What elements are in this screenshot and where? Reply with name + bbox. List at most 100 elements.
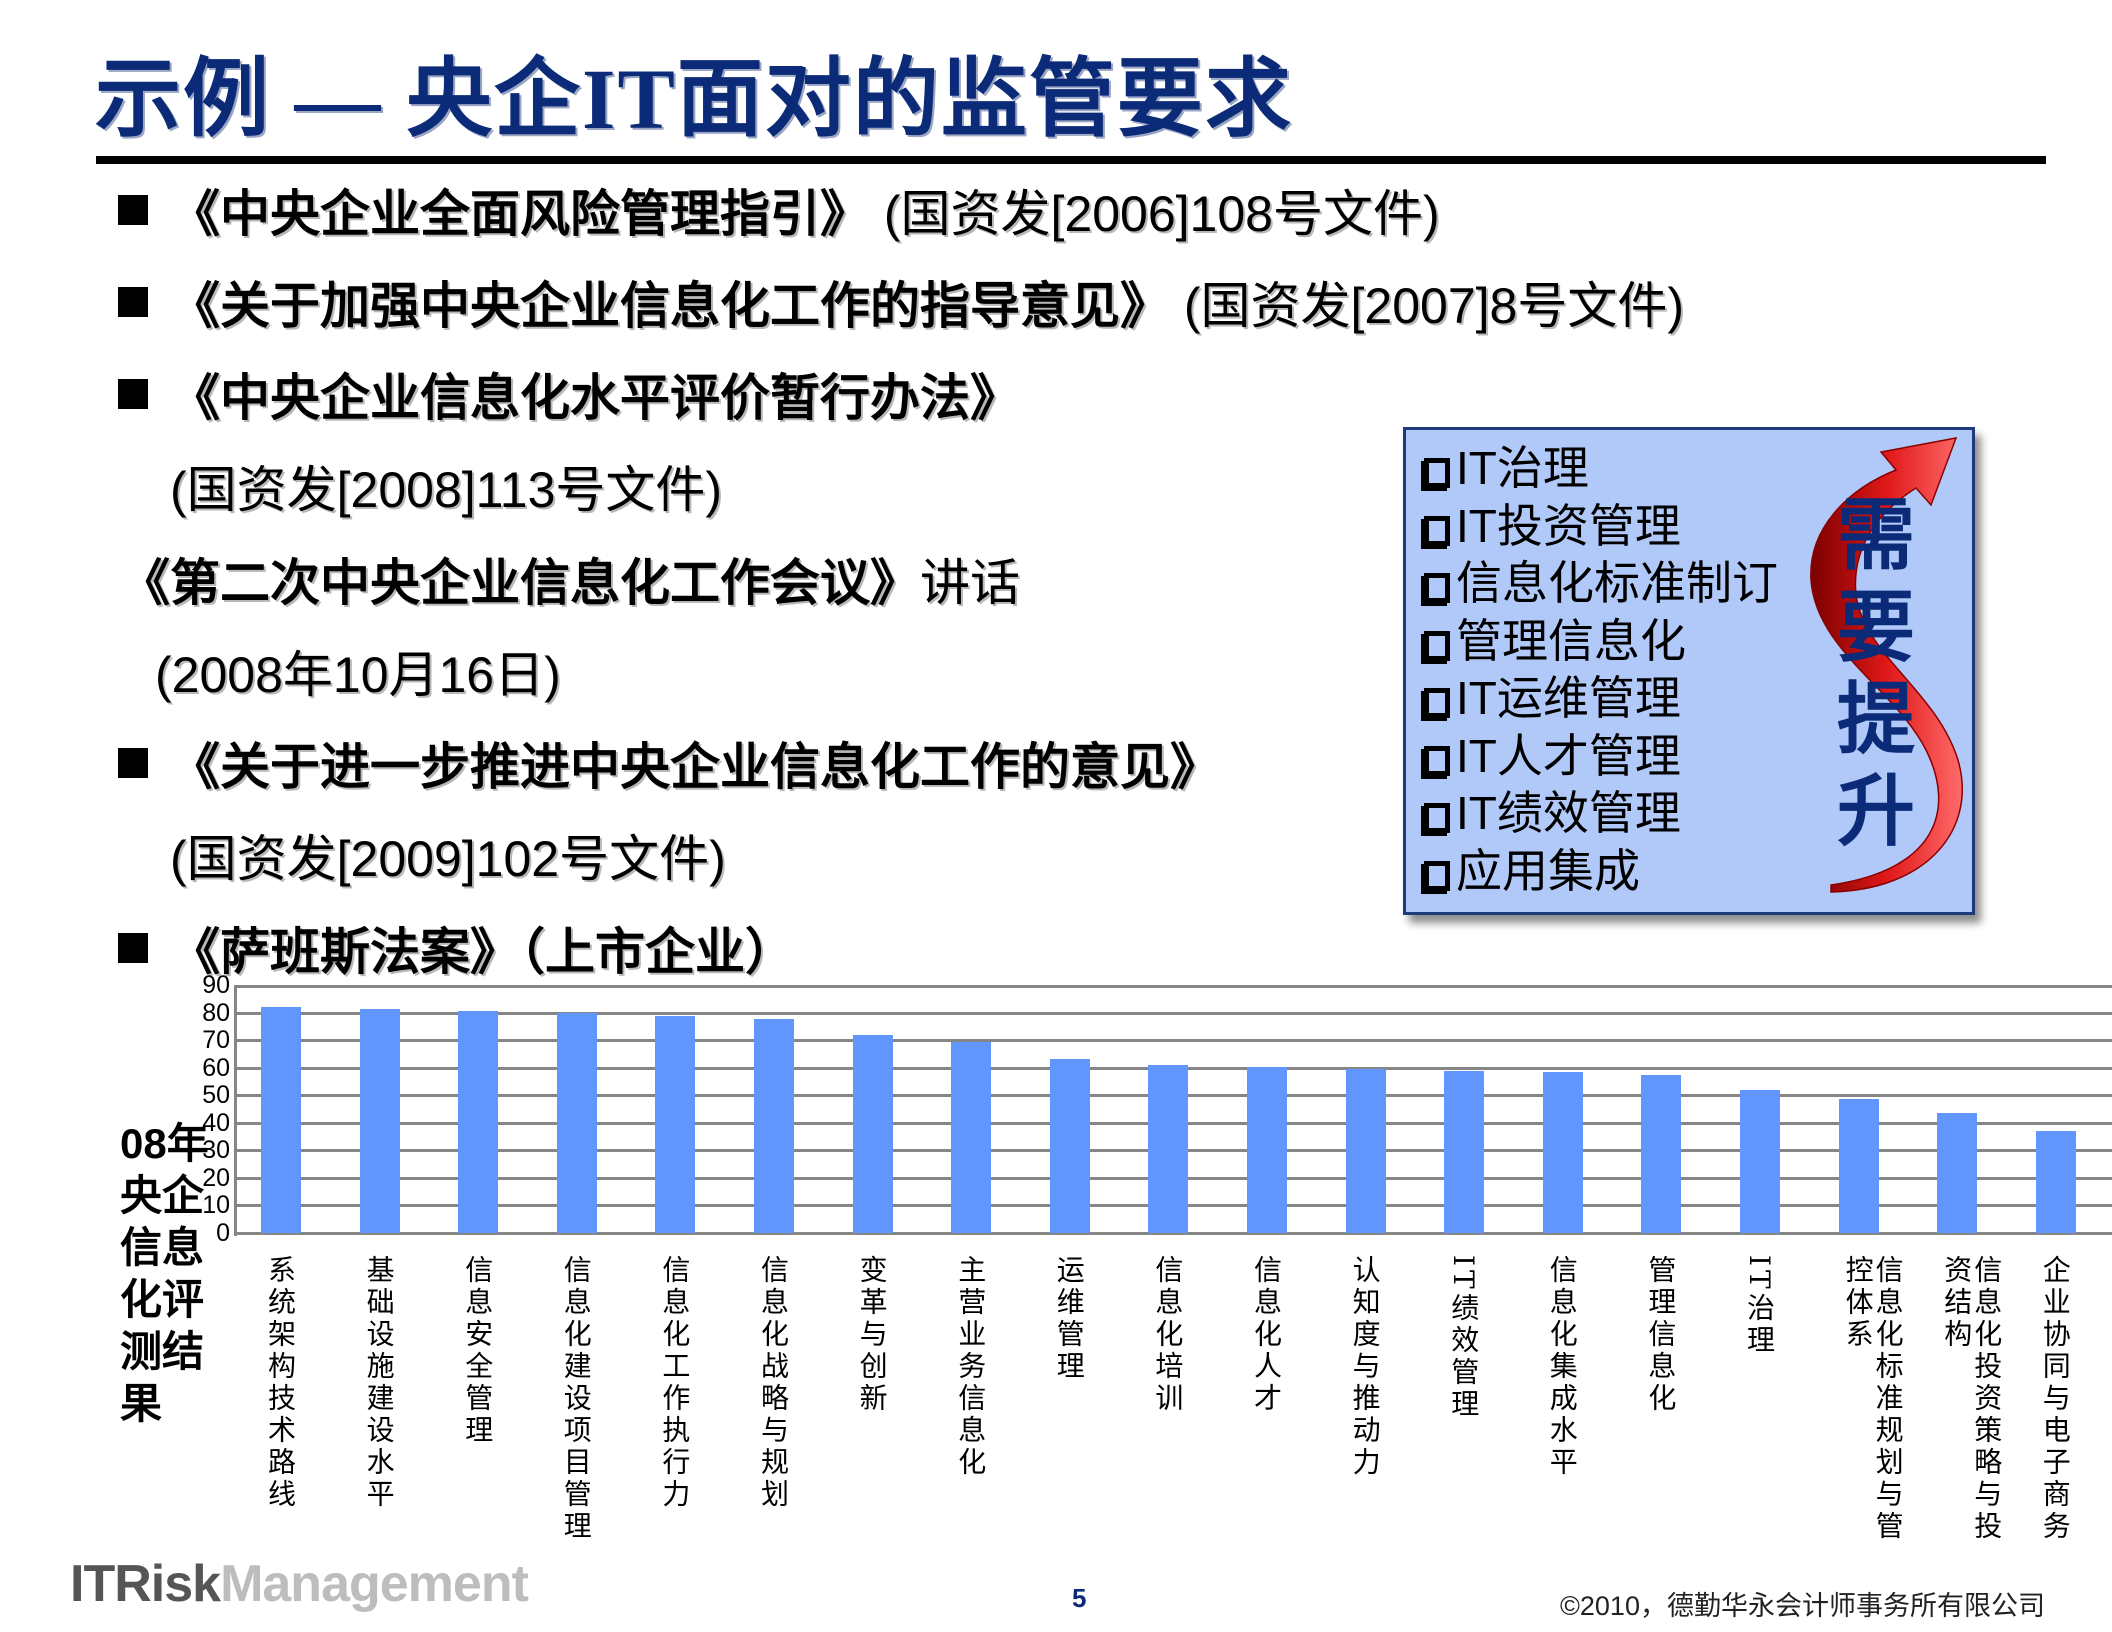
checkbox-square-icon (1424, 803, 1450, 833)
bar (1542, 1072, 1583, 1233)
regulation-title: 《中央企业全面风险管理指引》 (170, 186, 870, 242)
regulation-reference: (国资发[2008]113号文件) (170, 462, 723, 518)
y-axis-tick-label: 90 (202, 971, 230, 999)
bar (1641, 1075, 1682, 1233)
bar (261, 1007, 301, 1233)
checkbox-square-icon (1424, 688, 1450, 718)
requirement-item: 管理信息化 (1424, 613, 1778, 671)
requirement-label: 应用集成 (1456, 844, 1640, 897)
x-axis-category-label: 信息化标准规划与管控体系 (1841, 1255, 1905, 1543)
regulation-title: 《中央企业信息化水平评价暂行办法》 (170, 370, 1020, 426)
x-axis-category-label: 认知度与推动力 (1348, 1255, 1382, 1479)
x-axis-category-label: 运维管理 (1052, 1255, 1086, 1383)
gridline (234, 1039, 2112, 1043)
x-axis-category-label: 信息化建设项目管理 (559, 1255, 593, 1543)
y-axis-tick-label: 20 (202, 1163, 230, 1192)
emphasis-char: 要 (1836, 584, 1915, 671)
requirements-box: IT治理 IT投资管理 信息化标准制订 管理信息化 IT运维管理 IT人才管理 IT绩效管理… (1403, 427, 1975, 915)
need-improvement-label: 需要提升 (1831, 490, 1921, 858)
x-axis-category-label: 变革与创新 (855, 1255, 889, 1415)
title-divider (96, 156, 2046, 164)
requirement-item: IT人才管理 (1424, 728, 1778, 786)
regulation-item: 《中央企业全面风险管理指引》 (国资发[2006]108号文件) (118, 184, 1440, 244)
y-axis-tick-label: 60 (202, 1053, 230, 1082)
emphasis-char: 升 (1836, 768, 1915, 855)
bar (852, 1035, 893, 1233)
bar (2035, 1131, 2076, 1233)
checkbox-square-icon (1424, 745, 1450, 776)
regulation-title: 《萨班斯法案》（上市企业） (170, 924, 795, 980)
brand-dark: ITRisk (70, 1555, 221, 1613)
copyright-notice: ©2010，德勤华永会计师事务所有限公司 (1560, 1591, 2045, 1621)
bar (359, 1008, 400, 1233)
plot-area (234, 985, 2112, 1236)
bar (1148, 1065, 1189, 1233)
regulation-item: 《中央企业信息化水平评价暂行办法》 (118, 368, 1020, 428)
bar (655, 1016, 696, 1233)
regulation-reference: (国资发[2006]108号文件) (870, 186, 1440, 242)
regulation-reference: (国资发[2007]8号文件) (1170, 278, 1685, 334)
y-axis-tick-label: 10 (202, 1191, 230, 1220)
requirement-item: IT治理 (1424, 440, 1778, 498)
bar (754, 1019, 794, 1233)
regulation-item: 《关于加强中央企业信息化工作的指导意见》 (国资发[2007]8号文件) (118, 276, 1684, 336)
checkbox-square-icon (1424, 630, 1450, 661)
regulation-title: 《关于进一步推进中央企业信息化工作的意见》 (170, 739, 1220, 795)
regulation-item: (国资发[2009]102号文件) (170, 829, 726, 889)
requirement-item: IT运维管理 (1424, 670, 1778, 728)
x-axis-category-label: 基础设施建设水平 (362, 1255, 396, 1511)
x-axis-category-label: 企业协同与电子商务 (2038, 1255, 2072, 1543)
requirement-label: 信息化标准制订 (1456, 557, 1778, 609)
rising-arrow-icon (1810, 437, 1963, 893)
y-axis-tick-label: 30 (202, 1136, 230, 1165)
bar (556, 1012, 597, 1233)
regulation-item: (国资发[2008]113号文件) (170, 460, 722, 520)
slide-title: 示例 — 央企IT面对的监管要求 (95, 51, 1293, 147)
bar (1838, 1098, 1879, 1233)
checkbox-square-icon (1424, 860, 1450, 891)
emphasis-char: 需 (1836, 492, 1915, 579)
regulation-item: 《萨班斯法案》（上市企业） (118, 922, 795, 982)
regulation-item: 《第二次中央企业信息化工作会议》讲话 (120, 553, 1020, 613)
regulation-reference: 讲话 (920, 555, 1020, 611)
square-bullet-icon (118, 195, 148, 225)
requirement-label: IT治理 (1456, 442, 1589, 494)
requirement-label: IT人才管理 (1456, 729, 1681, 782)
requirement-item: IT投资管理 (1424, 498, 1778, 556)
x-axis-category-label: 系统架构技术路线 (264, 1255, 297, 1511)
page-number: 5 (1072, 1583, 1087, 1613)
requirement-label: IT运维管理 (1456, 672, 1681, 724)
checkbox-square-icon (1424, 458, 1450, 488)
gridline (234, 1232, 2112, 1235)
bar (1740, 1089, 1780, 1233)
requirement-label: IT绩效管理 (1456, 787, 1681, 839)
regulation-item: 《关于进一步推进中央企业信息化工作的意见》 (118, 737, 1220, 797)
y-axis-tick-label: 50 (202, 1081, 230, 1110)
x-axis-category-label: 信息化投资策略与投资结构 (1940, 1255, 2004, 1543)
square-bullet-icon (118, 748, 148, 778)
x-axis-category-label: 信息安全管理 (461, 1255, 495, 1447)
bar (1247, 1066, 1287, 1233)
square-bullet-icon (118, 379, 148, 409)
regulation-reference: (2008年10月16日) (155, 647, 561, 703)
x-axis-category-label: IT绩效管理 (1447, 1255, 1481, 1421)
y-axis-tick-label: 40 (202, 1108, 230, 1137)
bar (1345, 1069, 1386, 1233)
brand-light: Management (220, 1555, 529, 1613)
x-axis-category-label: 信息化工作执行力 (658, 1255, 692, 1511)
gridline (234, 1011, 2112, 1015)
bar (1049, 1058, 1090, 1233)
requirement-label: 管理信息化 (1456, 614, 1686, 667)
requirement-label: IT投资管理 (1456, 499, 1681, 552)
y-axis-tick-label: 0 (216, 1219, 230, 1247)
checkbox-square-icon (1424, 573, 1450, 603)
assessment-bar-chart: 0 10 20 30 40 50 60 70 80 90 系统架构技术路线 基础设施建设水平 信息安全管… (0, 960, 2112, 1560)
y-axis-tick-label: 70 (202, 1026, 230, 1055)
x-axis-category-label: 信息化人才 (1250, 1255, 1283, 1415)
chart-side-label: 08年央企信息化评测结果 (120, 1120, 209, 1427)
bar (458, 1011, 499, 1233)
bar (1444, 1071, 1485, 1233)
x-axis-category-label: 信息化集成水平 (1545, 1255, 1579, 1479)
y-axis-tick-label: 80 (202, 998, 230, 1027)
x-axis-category-label: 主营业务信息化 (954, 1255, 988, 1479)
